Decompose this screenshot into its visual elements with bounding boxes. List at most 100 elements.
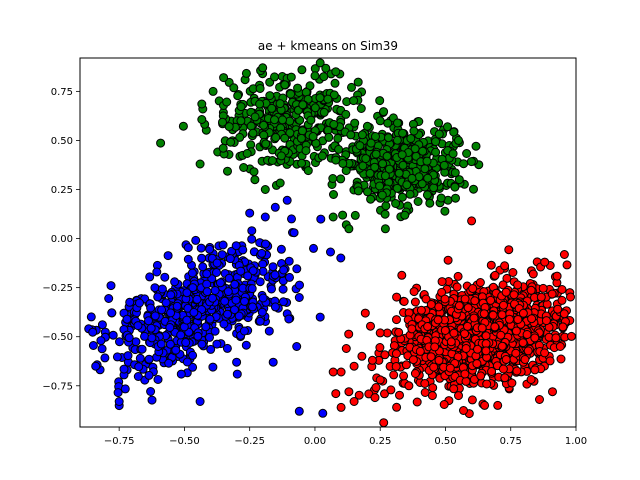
series-1-point-586 [239, 326, 249, 336]
series-1-point-581 [202, 279, 212, 289]
series-2-point-1172 [507, 378, 517, 388]
series-2-point-317 [508, 268, 518, 277]
series-0-point-73 [319, 72, 329, 82]
series-0-point-362 [248, 128, 258, 138]
series-0-point-247 [218, 143, 228, 153]
series-1-point-603 [125, 297, 135, 307]
series-0-point-833 [370, 162, 380, 172]
series-2-point-1374 [480, 400, 490, 410]
series-1-point-464 [150, 283, 160, 293]
series-2-point-1150 [375, 328, 385, 338]
series-2-point-829 [556, 354, 566, 364]
series-1-point-343 [217, 250, 227, 260]
series-0-point-332 [224, 122, 234, 132]
series-1-point-348 [278, 297, 288, 307]
series-0-point-910 [328, 212, 338, 222]
series-0-point-798 [366, 194, 376, 204]
series-1-point-540 [123, 351, 133, 361]
series-1-point-635 [315, 312, 325, 322]
series-0-point-854 [398, 128, 408, 138]
series-0-point-372 [306, 115, 316, 125]
series-0-point-284 [267, 156, 277, 165]
series-1-point-617 [255, 277, 265, 287]
series-2-point-593 [380, 350, 390, 360]
series-0-point-116 [229, 83, 239, 93]
series-0-point-365 [280, 80, 290, 90]
y-tick-label: −0.75 [42, 381, 73, 392]
series-0-point-290 [329, 90, 339, 100]
series-2-point-1304 [501, 287, 511, 297]
series-2-point-1299 [536, 292, 546, 302]
series-0-point-774 [346, 130, 356, 140]
series-1-point-489 [270, 270, 280, 280]
series-0-point-730 [362, 121, 372, 131]
series-0-point-908 [331, 67, 341, 77]
series-2-point-1164 [486, 295, 496, 305]
plot-frame [79, 57, 577, 428]
series-0-point-353 [242, 149, 252, 158]
y-tick-label: 0.50 [51, 136, 73, 147]
series-1-point-574 [171, 345, 181, 355]
series-0-point-420 [397, 192, 407, 202]
series-0-point-375 [323, 94, 333, 104]
series-2-point-650 [375, 343, 385, 352]
series-1-point-480 [255, 316, 265, 326]
series-0-point-324 [296, 133, 306, 143]
series-1-point-12 [264, 326, 274, 336]
x-tick-label: 0.00 [304, 436, 326, 447]
series-0-point-914 [375, 116, 385, 126]
series-1-point-576 [261, 239, 270, 249]
series-2-point-1359 [443, 255, 453, 265]
series-0-point-327 [236, 116, 246, 126]
series-0-point-314 [310, 103, 320, 113]
series-0-point-367 [278, 115, 287, 125]
series-1-point-468 [295, 280, 304, 290]
series-0-point-368 [280, 133, 290, 143]
series-0-point-312 [265, 91, 275, 101]
series-0-point-901 [260, 185, 270, 194]
series-0-point-824 [357, 130, 367, 140]
series-2-point-1338 [433, 315, 443, 325]
series-2-point-1154 [526, 375, 536, 384]
series-1-point-624 [294, 293, 304, 302]
series-2-point-1148 [557, 285, 567, 294]
series-0-point-877 [338, 159, 348, 168]
series-2-point-1259 [410, 369, 420, 378]
series-1-point-65 [147, 395, 157, 405]
series-1-point-442 [208, 362, 218, 372]
series-0-point-351 [285, 116, 295, 126]
series-0-point-366 [270, 115, 279, 125]
series-1-point-461 [133, 372, 143, 381]
series-2-point-994 [380, 389, 389, 399]
series-0-point-137 [178, 121, 188, 131]
series-0-point-844 [349, 96, 359, 106]
series-0-point-303 [341, 109, 351, 119]
series-2-point-868 [409, 287, 419, 297]
series-0-point-536 [451, 193, 460, 203]
series-2-point-1358 [467, 216, 477, 226]
series-0-point-888 [382, 151, 392, 161]
series-1-point-436 [276, 244, 286, 254]
series-1-point-589 [147, 333, 157, 343]
series-0-point-253 [336, 174, 346, 184]
series-0-point-909 [344, 224, 354, 234]
series-0-point-773 [363, 187, 372, 197]
series-1-point-575 [157, 305, 167, 315]
y-tick-label: 0.75 [51, 87, 73, 98]
series-1-point-414 [231, 295, 241, 305]
series-2-point-1314 [429, 362, 439, 372]
series-0-point-769 [380, 209, 390, 219]
series-0-point-349 [276, 151, 286, 161]
series-2-point-1325 [461, 376, 471, 386]
series-2-point-1210 [511, 348, 521, 358]
series-1-point-497 [232, 369, 242, 379]
series-1-point-543 [170, 277, 180, 287]
series-0-point-806 [355, 141, 365, 151]
series-1-point-553 [153, 292, 163, 302]
series-2-point-1353 [349, 397, 359, 406]
series-0-point-647 [392, 183, 402, 193]
series-2-point-1282 [518, 338, 528, 348]
series-2-point-1014 [509, 290, 519, 300]
series-0-point-906 [258, 63, 268, 73]
series-2-point-1352 [344, 387, 354, 397]
